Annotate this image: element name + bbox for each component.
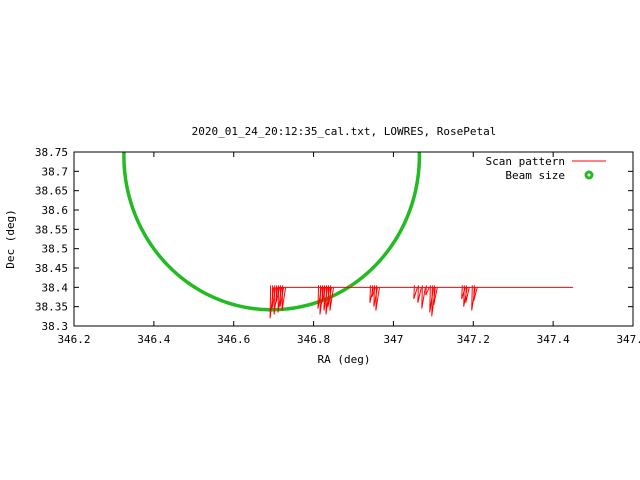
legend-swatch-beam-size [584,170,594,180]
scan-point [425,285,430,296]
x-tick-label: 347 [383,333,403,346]
y-tick-label: 38.7 [42,165,69,178]
beam-size-circle [122,152,422,312]
x-tick-label: 346.8 [297,333,330,346]
scan-point [281,285,287,311]
scan-point [329,285,335,311]
y-axis: 38.3 38.35 38.4 38.45 38.5 38.55 38.6 38.65 38.7… [35,146,633,333]
scan-point [417,285,422,303]
x-axis: 346.2 346.4 346.6 346.8 347 347.2 347.4 347.6 [57,152,640,346]
y-tick-label: 38.3 [42,320,69,333]
scan-point [473,285,478,301]
y-tick-label: 38.4 [42,281,69,294]
x-tick-label: 347.6 [616,333,640,346]
x-tick-label: 346.2 [57,333,90,346]
chart-title: 2020_01_24_20:12:35_cal.txt, LOWRES, Ros… [192,125,497,138]
beam-size-series [122,152,422,312]
x-axis-label: RA (deg) [318,353,371,366]
x-tick-label: 347.4 [537,333,570,346]
legend-label-scan-pattern: Scan pattern [486,155,565,168]
scan-point [433,285,438,305]
y-tick-label: 38.45 [35,262,68,275]
y-tick-label: 38.5 [42,243,69,256]
x-tick-label: 346.6 [217,333,250,346]
scan-point [413,285,418,300]
scan-pattern-series [269,285,574,319]
y-tick-label: 38.55 [35,223,68,236]
scan-point [421,285,426,309]
y-tick-label: 38.35 [35,301,68,314]
scan-point [465,285,470,303]
legend-label-beam-size: Beam size [505,169,565,182]
y-tick-label: 38.65 [35,185,68,198]
x-tick-label: 346.4 [137,333,170,346]
y-tick-label: 38.75 [35,146,68,159]
scan-point [375,285,380,311]
plot-frame [73,151,634,327]
y-tick-label: 38.6 [42,204,69,217]
legend: Scan pattern Beam size [486,155,606,182]
x-tick-label: 347.2 [457,333,490,346]
y-axis-label: Dec (deg) [4,209,17,269]
